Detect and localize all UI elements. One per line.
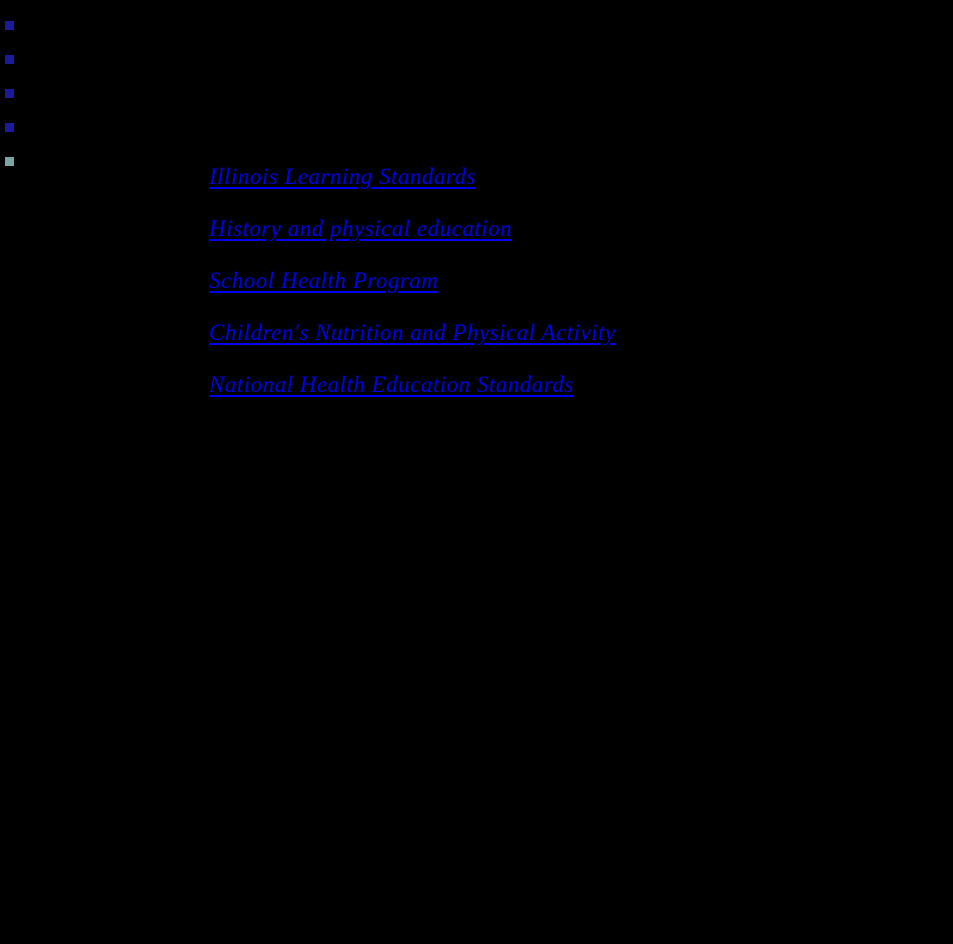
square-bullet-icon xyxy=(5,123,14,132)
square-bullet-icon xyxy=(5,55,14,64)
bullet-list xyxy=(5,21,14,191)
links-list: Illinois Learning Standards History and … xyxy=(209,162,616,422)
square-bullet-icon xyxy=(5,21,14,30)
link-illinois-learning-standards[interactable]: Illinois Learning Standards xyxy=(209,164,476,189)
link-row: School Health Program xyxy=(209,266,616,318)
link-row: National Health Education Standards xyxy=(209,370,616,422)
square-bullet-icon xyxy=(5,89,14,98)
link-row: History and physical education xyxy=(209,214,616,266)
link-national-health-education-standards[interactable]: National Health Education Standards xyxy=(209,372,574,397)
link-history-and-physical-education[interactable]: History and physical education xyxy=(209,216,513,241)
link-row: Children's Nutrition and Physical Activi… xyxy=(209,318,616,370)
square-bullet-icon xyxy=(5,157,14,166)
link-row: Illinois Learning Standards xyxy=(209,162,616,214)
link-childrens-nutrition-and-physical-activity[interactable]: Children's Nutrition and Physical Activi… xyxy=(209,320,616,345)
link-school-health-program[interactable]: School Health Program xyxy=(209,268,439,293)
